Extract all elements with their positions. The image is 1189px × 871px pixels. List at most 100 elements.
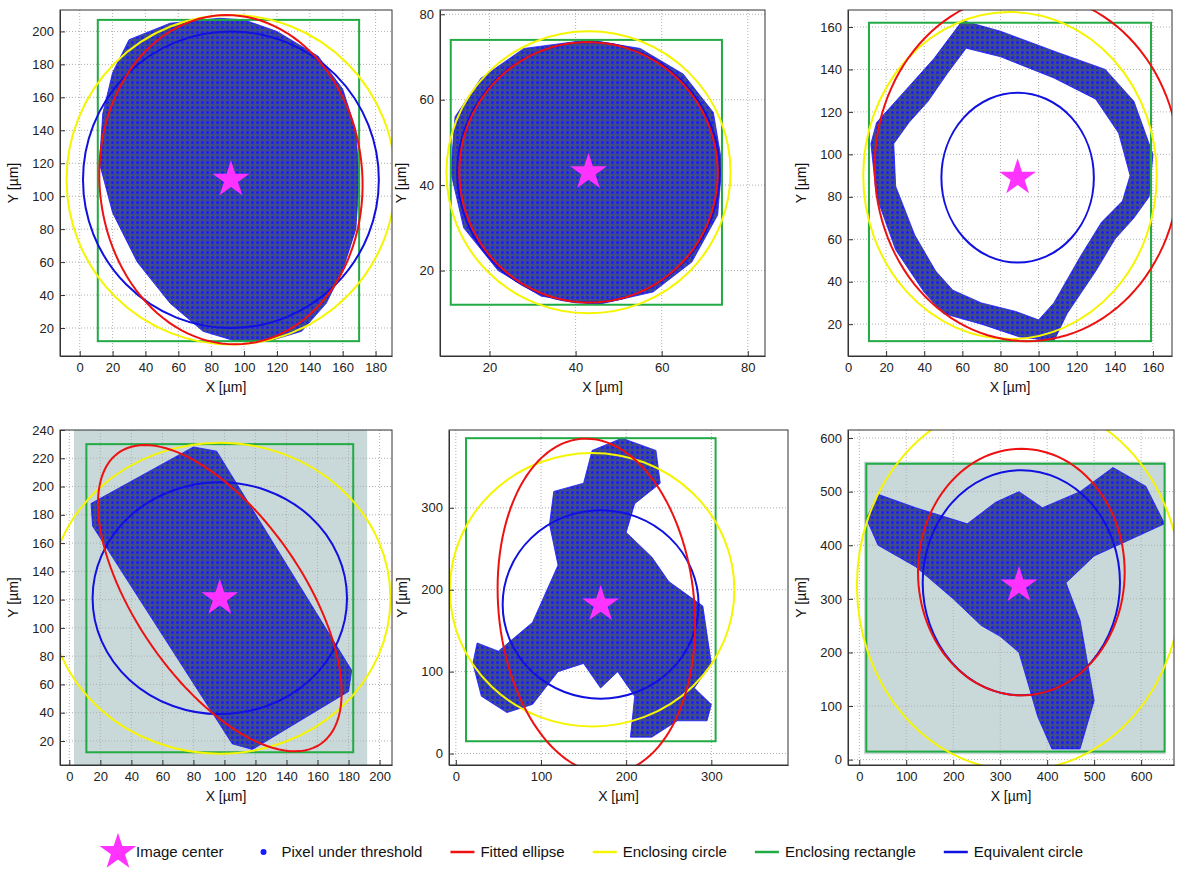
x-tick: 60 (172, 351, 186, 375)
legend-entry: Image center (100, 833, 224, 868)
x-axis: 020406080100120140160180 (61, 351, 393, 375)
x-tick: 60 (156, 760, 170, 784)
x-tick-mark (924, 351, 925, 356)
equivalent-circle (93, 482, 347, 714)
x-tick-mark (576, 351, 577, 356)
y-tick: 40 (828, 274, 853, 289)
y-tick-label: 140 (820, 62, 842, 77)
y-tick-label: 80 (40, 222, 54, 237)
y-tick: 40 (40, 705, 65, 720)
x-tick-mark (193, 760, 194, 765)
x-tick-mark (490, 351, 491, 356)
x-tick-mark (113, 351, 114, 356)
enclosing-rectangle (451, 40, 722, 305)
y-tick: 100 (32, 621, 65, 636)
plot-frame (449, 430, 788, 765)
y-tick-label: 180 (32, 57, 54, 72)
x-tick: 40 (125, 760, 139, 784)
y-tick: 140 (32, 123, 65, 138)
grid-line-x (1152, 10, 1153, 356)
y-tick: 200 (32, 24, 65, 39)
y-tick-label: 160 (32, 536, 54, 551)
plot-area (449, 430, 788, 765)
x-axis: 0100200300400500600 (849, 760, 1175, 784)
x-tick-mark (1141, 760, 1142, 765)
y-axis-line (440, 11, 441, 357)
y-tick: 100 (820, 699, 853, 714)
x-tick-label: 120 (267, 360, 289, 375)
fitted-ellipse (918, 449, 1125, 696)
x-tick-label: 400 (1037, 769, 1059, 784)
legend-symbol (944, 851, 968, 854)
y-tick-mark (60, 31, 65, 32)
x-tick-mark (343, 351, 344, 356)
x-tick-label: 80 (994, 360, 1008, 375)
x-tick-label: 120 (245, 769, 267, 784)
y-tick-mark (60, 684, 65, 685)
x-tick-label: 80 (741, 360, 755, 375)
y-tick-mark (60, 713, 65, 714)
x-axis-line (441, 356, 766, 357)
fitted-ellipse (98, 445, 342, 751)
pixels (871, 21, 1153, 342)
grid-line-y (848, 26, 1172, 27)
y-tick-mark (60, 515, 65, 516)
y-tick-label: 300 (421, 500, 443, 515)
y-tick-mark (60, 196, 65, 197)
x-axis-line (450, 765, 789, 766)
y-tick: 20 (40, 734, 65, 749)
y-tick-label: 80 (420, 7, 434, 22)
grid-line-y (848, 154, 1172, 155)
y-tick: 300 (820, 592, 853, 607)
x-axis: 20406080 (441, 351, 766, 375)
equivalent-circle (941, 93, 1093, 263)
legend-label: Fitted ellipse (480, 843, 564, 860)
x-tick: 80 (741, 351, 755, 375)
panel: 0204060801001201401601802040608010012014… (5, 10, 395, 395)
y-axis: 0100200300400500600 (820, 431, 853, 768)
x-tick: 160 (332, 351, 354, 375)
x-tick: 120 (245, 760, 267, 784)
y-tick: 200 (32, 479, 65, 494)
pixels (91, 447, 352, 749)
x-tick: 600 (1131, 760, 1153, 784)
x-tick-mark (1047, 760, 1048, 765)
x-tick: 80 (187, 760, 201, 784)
y-tick-mark (60, 571, 65, 572)
y-tick-mark (848, 282, 853, 283)
y-tick-mark (60, 628, 65, 629)
x-tick: 200 (369, 760, 391, 784)
y-tick: 20 (420, 263, 445, 278)
x-tick-mark (626, 760, 627, 765)
plot-area (848, 430, 1174, 765)
x-tick: 200 (616, 760, 638, 784)
x-tick: 80 (204, 351, 218, 375)
y-tick: 20 (40, 321, 65, 336)
x-tick-label: 60 (655, 360, 669, 375)
x-axis-line (61, 765, 393, 766)
x-tick-label: 20 (106, 360, 120, 375)
y-tick-label: 80 (40, 649, 54, 664)
x-tick-mark (886, 351, 887, 356)
y-tick: 120 (820, 105, 853, 120)
grid-line-x (906, 430, 907, 765)
y-tick-label: 100 (421, 664, 443, 679)
y-axis-title: Y [µm] (394, 577, 410, 617)
y-tick-mark (440, 271, 445, 272)
panel: 2040608020406080X [µm]Y [µm] (393, 7, 766, 395)
x-tick-mark (145, 351, 146, 356)
x-tick: 300 (990, 760, 1012, 784)
y-tick: 300 (421, 500, 454, 515)
x-axis-line (849, 765, 1175, 766)
x-tick: 0 (856, 760, 863, 784)
enclosing-circle (857, 430, 1174, 765)
x-tick-label: 0 (453, 769, 460, 784)
grid-line-y (848, 438, 1174, 439)
x-tick-label: 40 (125, 769, 139, 784)
grid-line-x (711, 430, 712, 765)
y-tick: 100 (820, 147, 853, 162)
y-tick-mark (449, 590, 454, 591)
x-tick-label: 200 (616, 769, 638, 784)
y-tick-mark (60, 600, 65, 601)
x-tick-mark (318, 760, 319, 765)
